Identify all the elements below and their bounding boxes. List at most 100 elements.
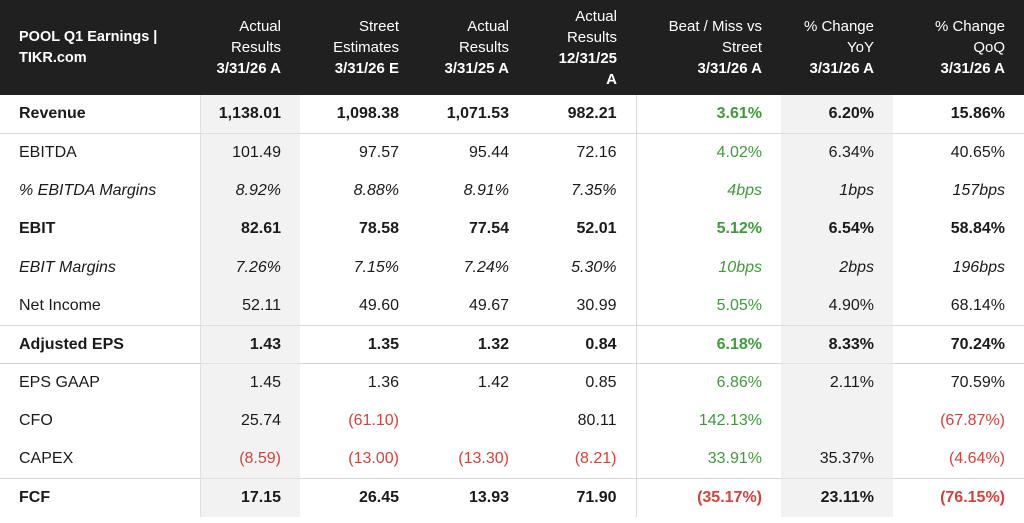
header-row: POOL Q1 Earnings | TIKR.com Actual Resul… <box>0 0 1024 95</box>
header-period: 3/31/26 A <box>216 60 282 77</box>
row-label: Adjusted EPS <box>0 324 200 364</box>
cell-actual-q4-2025: 71.90 <box>528 478 637 518</box>
row-label: Net Income <box>19 296 101 314</box>
table-row: Net Income 52.11 49.60 49.67 30.99 5.05%… <box>0 286 1024 326</box>
cell-actual-q1-2025: 95.44 <box>418 132 528 172</box>
cell-change-qoq: 68.14% <box>950 296 1005 314</box>
cell-actual-q1-2025: 8.91% <box>463 181 509 199</box>
header-period: 3/31/26 A <box>697 60 763 77</box>
cell-change-yoy: 8.33% <box>781 324 893 364</box>
cell-street-estimate: 1.35 <box>300 324 418 364</box>
cell-actual-q1-2025: 1,071.53 <box>446 104 509 122</box>
cell-actual-q4-2025: (8.21) <box>528 440 637 479</box>
cell-beat-miss: 4.02% <box>636 132 781 172</box>
row-label: Revenue <box>19 104 86 122</box>
cell-street-estimate: 78.58 <box>358 220 399 238</box>
header-period: A <box>606 70 617 88</box>
header-actual-q1-2026: Actual Results 3/31/26 A <box>200 0 300 95</box>
cell-change-qoq: (4.64%) <box>948 450 1005 468</box>
cell-actual-q1-2026: 82.61 <box>199 210 300 249</box>
row-label: FCF <box>0 478 200 518</box>
row-label: % EBITDA Margins <box>19 181 157 199</box>
cell-actual-q1-2026: 1.45 <box>199 363 300 403</box>
cell-actual-q1-2026: 1,138.01 <box>199 95 300 134</box>
cell-actual-q1-2026: 52.11 <box>199 286 300 326</box>
cell-change-yoy: 4.90% <box>781 286 893 326</box>
cell-actual-q1-2025: (13.30) <box>458 450 509 468</box>
cell-change-yoy <box>781 402 893 441</box>
cell-actual-q4-2025: 30.99 <box>528 286 637 326</box>
header-line: Street <box>358 18 399 35</box>
header-line: Beat / Miss vs <box>668 18 762 35</box>
table-row: % EBITDA Margins 8.92% 8.88% 8.91% 7.35%… <box>0 171 1024 211</box>
row-label: EBIT <box>19 220 56 238</box>
header-line: % Change <box>934 18 1005 35</box>
cell-street-estimate: 1,098.38 <box>336 104 399 122</box>
table-row: EBITDA 101.49 97.57 95.44 72.16 4.02% 6.… <box>0 132 1024 172</box>
cell-beat-miss: (35.17%) <box>636 478 781 518</box>
header-street-estimates: Street Estimates 3/31/26 E <box>300 0 418 95</box>
header-period: 3/31/25 A <box>444 60 510 77</box>
cell-beat-miss: 5.12% <box>716 220 762 238</box>
cell-actual-q1-2025: 77.54 <box>468 220 509 238</box>
row-label: EBITDA <box>0 132 200 172</box>
cell-actual-q4-2025: 0.85 <box>528 363 637 403</box>
cell-beat-miss: 33.91% <box>707 450 762 468</box>
table-row: EBIT Margins 7.26% 7.15% 7.24% 5.30% 10b… <box>0 248 1024 287</box>
cell-beat-miss: 5.05% <box>716 296 762 314</box>
cell-beat-miss: 6.18% <box>636 324 781 364</box>
cell-actual-q4-2025: 80.11 <box>528 402 637 441</box>
cell-street-estimate: 49.60 <box>358 296 399 314</box>
cell-actual-q1-2025: 7.24% <box>463 258 509 276</box>
cell-change-qoq: 70.59% <box>893 363 1024 403</box>
header-line: Estimates <box>333 39 399 56</box>
cell-street-estimate: 97.57 <box>300 132 418 172</box>
header-actual-q1-2025: Actual Results 3/31/25 A <box>418 0 528 95</box>
cell-actual-q1-2025 <box>418 402 528 440</box>
header-line: QoQ <box>973 39 1005 56</box>
cell-beat-miss: 142.13% <box>698 412 762 430</box>
header-line: % Change <box>803 18 874 35</box>
cell-change-yoy: 6.20% <box>781 95 893 134</box>
table-row: EPS GAAP 1.45 1.36 1.42 0.85 6.86% 2.11%… <box>0 363 1024 403</box>
table-row: Revenue 1,138.01 1,098.38 1,071.53 982.2… <box>0 95 1024 134</box>
cell-change-yoy: 6.34% <box>781 132 893 172</box>
cell-beat-miss: 3.61% <box>716 104 762 122</box>
cell-actual-q4-2025: 7.35% <box>528 171 637 211</box>
cell-change-yoy: 2.11% <box>781 363 893 403</box>
table-row: CFO 25.74 (61.10) 80.11 142.13% (67.87%) <box>0 402 1024 441</box>
cell-change-qoq: 15.86% <box>950 104 1005 122</box>
cell-change-qoq: 196bps <box>952 258 1006 276</box>
header-beat-miss: Beat / Miss vs Street 3/31/26 A <box>636 0 781 95</box>
header-line: Results <box>230 39 281 56</box>
header-line: Actual <box>467 18 509 35</box>
cell-actual-q1-2026: (8.59) <box>199 440 300 479</box>
header-line: Street <box>721 39 762 56</box>
cell-actual-q4-2025: 0.84 <box>528 324 637 364</box>
header-change-yoy: % Change YoY 3/31/26 A <box>781 0 893 95</box>
header-line: Results <box>566 28 617 46</box>
cell-street-estimate: (13.00) <box>348 450 399 468</box>
cell-actual-q1-2026: 8.92% <box>199 171 300 211</box>
table-header: POOL Q1 Earnings | TIKR.com Actual Resul… <box>0 0 1024 95</box>
cell-change-qoq: (76.15%) <box>893 478 1024 518</box>
cell-actual-q1-2025: 13.93 <box>418 478 528 518</box>
table-row: EBIT 82.61 78.58 77.54 52.01 5.12% 6.54%… <box>0 210 1024 249</box>
cell-street-estimate: 8.88% <box>353 181 399 199</box>
table-row: FCF 17.15 26.45 13.93 71.90 (35.17%) 23.… <box>0 478 1024 518</box>
header-period: 3/31/26 A <box>809 60 875 77</box>
cell-street-estimate: (61.10) <box>348 412 399 430</box>
header-period: 3/31/26 E <box>334 60 399 77</box>
cell-change-qoq: 157bps <box>952 181 1006 199</box>
table-row: CAPEX (8.59) (13.00) (13.30) (8.21) 33.9… <box>0 440 1024 479</box>
cell-change-qoq: 70.24% <box>893 324 1024 364</box>
cell-actual-q1-2026: 101.49 <box>199 132 300 172</box>
row-label: EPS GAAP <box>0 363 200 403</box>
row-label: EBIT Margins <box>19 258 116 276</box>
cell-actual-q1-2025: 1.32 <box>418 324 528 364</box>
cell-change-qoq: 58.84% <box>950 220 1005 238</box>
row-label: CAPEX <box>19 450 74 468</box>
cell-beat-miss: 4bps <box>727 181 762 199</box>
cell-change-yoy: 1bps <box>781 171 893 211</box>
